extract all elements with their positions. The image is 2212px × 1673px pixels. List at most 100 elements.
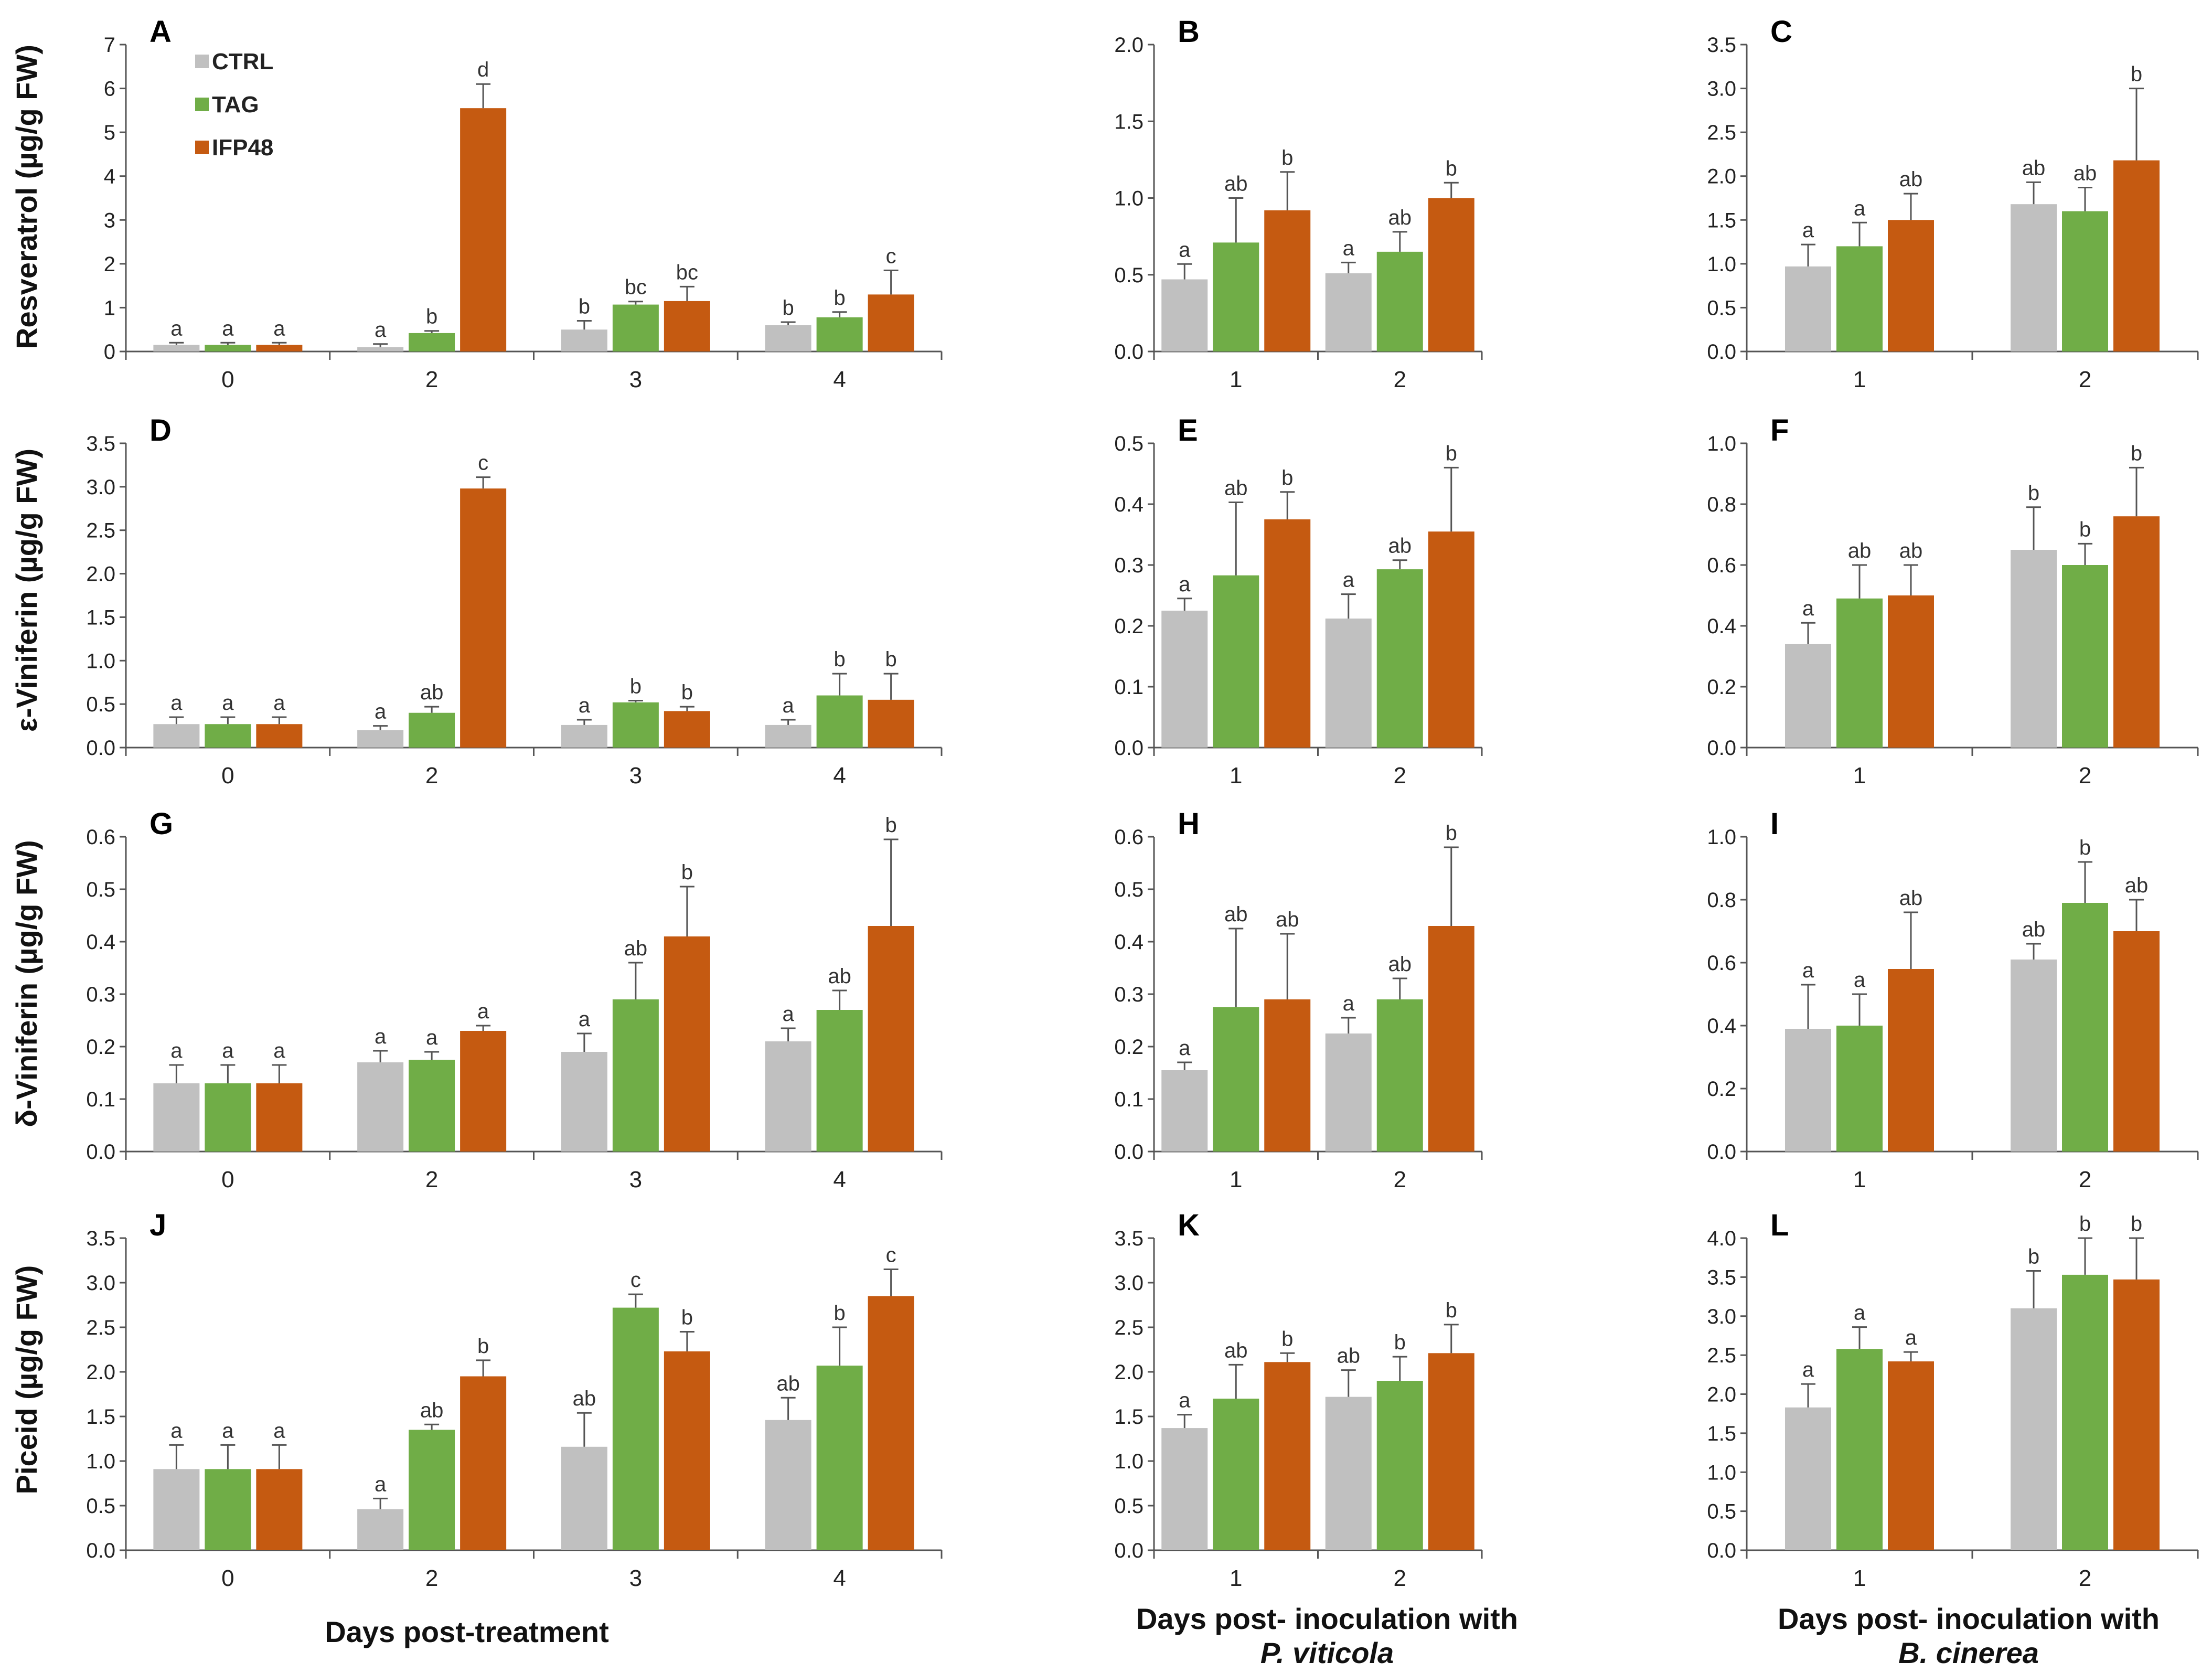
- y-tick-label-E: 0.1: [1114, 676, 1144, 699]
- y-tick-label-H: 0.3: [1114, 983, 1144, 1006]
- y-tick-label-I: 1.0: [1707, 826, 1736, 849]
- y-tick-label-G: 0.5: [86, 878, 115, 901]
- sig-label-B: ab: [1224, 173, 1248, 196]
- bar-H-tag-day-1: [1213, 1007, 1259, 1152]
- y-tick-label-H: 0.4: [1114, 931, 1144, 954]
- sig-label-A: a: [170, 317, 183, 340]
- bar-C-tag-day-2: [2062, 211, 2108, 351]
- bar-F-ctrl-day-2: [2011, 550, 2057, 748]
- bar-A-ctrl-day-2: [357, 347, 404, 351]
- y-tick-label-F: 0.2: [1707, 676, 1736, 699]
- row-ylabel-piceid: Piceid (µg/g FW): [10, 1265, 43, 1495]
- sig-label-C: ab: [2074, 162, 2097, 185]
- y-tick-label-G: 0.0: [86, 1141, 115, 1164]
- y-tick-label-J: 0.5: [86, 1495, 115, 1518]
- bar-H-ctrl-day-2: [1325, 1033, 1372, 1152]
- bar-G-tag-day-3: [612, 999, 659, 1152]
- y-tick-label-E: 0.3: [1114, 554, 1144, 577]
- sig-label-K: b: [1394, 1331, 1406, 1354]
- sig-label-F: b: [2131, 442, 2142, 465]
- x-tick-label-K: 2: [1394, 1565, 1406, 1591]
- sig-label-E: ab: [1224, 477, 1248, 500]
- sig-label-D: a: [273, 691, 285, 715]
- bar-L-ifp48-day-2: [2113, 1279, 2160, 1550]
- y-tick-label-E: 0.5: [1114, 432, 1144, 455]
- bar-A-ctrl-day-0: [153, 345, 200, 351]
- y-tick-label-A: 4: [104, 165, 115, 188]
- sig-label-A: bc: [625, 276, 647, 299]
- bar-F-ctrl-day-1: [1785, 644, 1831, 748]
- sig-label-F: a: [1802, 597, 1814, 620]
- y-tick-label-I: 0.6: [1707, 952, 1736, 975]
- bar-K-ifp48-day-1: [1264, 1362, 1311, 1550]
- bar-A-ifp48-day-0: [256, 345, 303, 351]
- sig-label-J: ab: [776, 1372, 800, 1395]
- y-tick-label-G: 0.2: [86, 1036, 115, 1059]
- bar-J-ifp48-day-2: [460, 1376, 507, 1550]
- bar-F-tag-day-1: [1836, 598, 1883, 748]
- sig-label-G: a: [783, 1003, 795, 1026]
- y-tick-label-D: 2.5: [86, 519, 115, 542]
- y-tick-label-J: 1.0: [86, 1450, 115, 1473]
- bar-G-ifp48-day-3: [664, 936, 710, 1152]
- bar-J-ctrl-day-0: [153, 1469, 200, 1550]
- sig-label-H: ab: [1276, 908, 1299, 931]
- bar-A-ctrl-day-3: [561, 329, 607, 351]
- y-tick-label-B: 1.0: [1114, 187, 1144, 210]
- sig-label-J: a: [222, 1419, 234, 1442]
- y-tick-label-D: 0.0: [86, 737, 115, 760]
- sig-label-I: ab: [2125, 874, 2149, 897]
- y-tick-label-C: 2.0: [1707, 165, 1736, 188]
- y-tick-label-L: 3.5: [1707, 1266, 1736, 1289]
- x-tick-label-J: 2: [425, 1565, 438, 1591]
- xlabel-days-post-treatment: Days post-treatment: [325, 1615, 608, 1648]
- bar-D-ctrl-day-4: [765, 724, 811, 748]
- bar-H-ctrl-day-1: [1161, 1070, 1208, 1152]
- bar-K-ifp48-day-2: [1428, 1353, 1474, 1550]
- sig-label-B: b: [1446, 157, 1457, 180]
- x-tick-label-I: 2: [2079, 1167, 2091, 1192]
- y-tick-label-A: 1: [104, 296, 115, 319]
- y-tick-label-J: 0.0: [86, 1539, 115, 1562]
- bar-F-ifp48-day-1: [1888, 595, 1934, 748]
- x-tick-label-A: 3: [629, 367, 642, 392]
- y-tick-label-H: 0.6: [1114, 826, 1144, 849]
- sig-label-J: a: [170, 1419, 183, 1442]
- bar-I-ctrl-day-2: [2011, 960, 2057, 1152]
- xlabel-p-viticola-line1: Days post- inoculation with: [1136, 1602, 1518, 1635]
- bar-D-ctrl-day-3: [561, 724, 607, 748]
- sig-label-K: b: [1446, 1299, 1457, 1322]
- sig-label-K: a: [1179, 1389, 1191, 1412]
- sig-label-I: ab: [1899, 887, 1923, 910]
- y-tick-label-D: 1.5: [86, 606, 115, 629]
- sig-label-G: ab: [624, 937, 648, 960]
- y-tick-label-H: 0.5: [1114, 878, 1144, 901]
- row-ylabel-e-viniferin: ε-Viniferin (µg/g FW): [10, 449, 43, 732]
- panel-letter-A: A: [149, 15, 172, 49]
- panel-letter-H: H: [1178, 807, 1200, 841]
- bar-E-ctrl-day-1: [1161, 611, 1208, 748]
- x-tick-label-E: 2: [1394, 763, 1406, 788]
- panel-H: H 0.0 0.1 0.2 0.3 0.4 0.5 0.6 1 a ab ab 2 a ab b: [1114, 807, 1483, 1192]
- sig-label-D: a: [170, 691, 183, 715]
- bar-G-tag-day-4: [816, 1010, 863, 1152]
- sig-label-I: b: [2079, 836, 2091, 859]
- x-tick-label-H: 2: [1394, 1167, 1406, 1192]
- bar-F-tag-day-2: [2062, 565, 2108, 748]
- panel-letter-K: K: [1178, 1208, 1200, 1242]
- legend-label-ifp48: IFP48: [212, 135, 273, 161]
- sig-label-G: a: [426, 1026, 438, 1049]
- y-tick-label-C: 0.5: [1707, 296, 1736, 319]
- y-tick-label-H: 0.2: [1114, 1036, 1144, 1059]
- x-tick-label-B: 2: [1394, 367, 1406, 392]
- bar-I-ifp48-day-1: [1888, 969, 1934, 1152]
- x-tick-label-G: 4: [833, 1167, 846, 1192]
- bar-A-tag-day-3: [612, 304, 659, 351]
- bar-F-ifp48-day-2: [2113, 516, 2160, 748]
- x-tick-label-D: 3: [629, 763, 642, 788]
- bar-H-tag-day-2: [1376, 999, 1423, 1152]
- sig-label-A: b: [579, 295, 590, 318]
- bar-L-ctrl-day-2: [2011, 1308, 2057, 1550]
- y-tick-label-L: 0.5: [1707, 1500, 1736, 1523]
